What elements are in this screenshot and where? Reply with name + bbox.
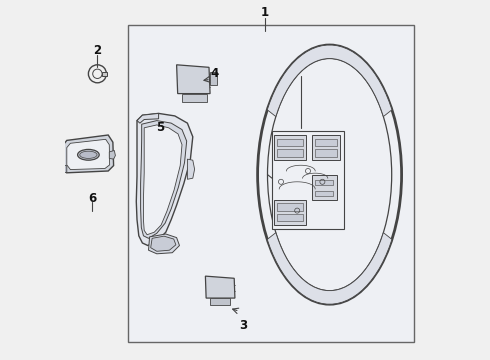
Polygon shape — [63, 135, 114, 173]
Bar — [277, 203, 303, 211]
Bar — [128, 25, 414, 342]
Text: 1: 1 — [261, 6, 269, 19]
Polygon shape — [109, 150, 116, 159]
Bar — [312, 135, 341, 160]
Ellipse shape — [77, 149, 99, 160]
Polygon shape — [187, 159, 195, 179]
Bar — [210, 298, 230, 305]
Polygon shape — [136, 113, 193, 246]
Bar — [210, 72, 217, 85]
Bar — [274, 135, 306, 160]
Bar — [277, 149, 303, 157]
Polygon shape — [144, 125, 182, 235]
Text: 3: 3 — [239, 319, 247, 332]
Text: 5: 5 — [156, 121, 165, 134]
Polygon shape — [67, 139, 110, 170]
Text: 2: 2 — [93, 44, 101, 57]
Bar — [315, 191, 333, 196]
Bar — [277, 139, 303, 146]
Polygon shape — [137, 113, 159, 123]
Polygon shape — [267, 233, 392, 304]
Bar — [315, 149, 337, 157]
Polygon shape — [60, 166, 67, 173]
Text: 4: 4 — [210, 67, 219, 80]
Bar — [102, 72, 107, 76]
Bar — [315, 180, 333, 185]
Bar — [272, 131, 344, 229]
Polygon shape — [176, 65, 210, 94]
Bar — [312, 175, 337, 200]
Bar — [277, 214, 303, 221]
Polygon shape — [148, 234, 179, 254]
Ellipse shape — [258, 45, 402, 304]
Bar — [315, 139, 337, 146]
Polygon shape — [205, 276, 235, 298]
Bar — [274, 200, 306, 225]
Bar — [182, 94, 207, 102]
Ellipse shape — [268, 59, 392, 291]
Polygon shape — [141, 121, 187, 238]
Ellipse shape — [80, 151, 97, 158]
Polygon shape — [151, 236, 176, 251]
Polygon shape — [267, 45, 392, 117]
Text: 6: 6 — [88, 192, 96, 204]
